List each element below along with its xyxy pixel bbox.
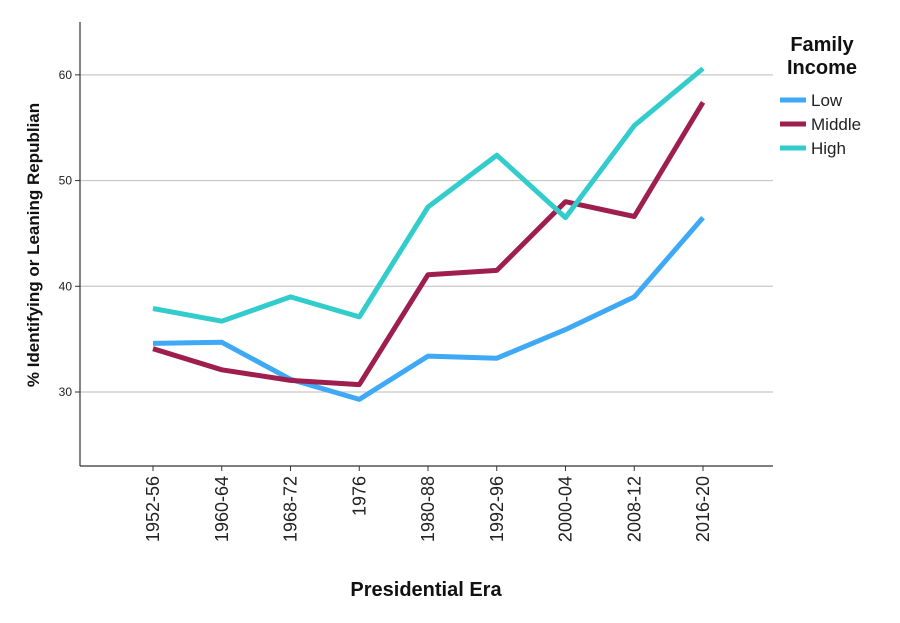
legend-label-middle: Middle [811, 115, 861, 134]
x-tick-label: 2000-04 [556, 476, 576, 542]
y-tick-label: 50 [59, 174, 73, 188]
x-tick-label: 2016-20 [693, 476, 713, 542]
series-lines [152, 66, 706, 402]
series-line-low [152, 215, 705, 402]
legend-label-low: Low [811, 91, 843, 110]
legend-items: Low Middle High [780, 91, 861, 158]
x-tick-label: 1980-88 [418, 476, 438, 542]
y-axis-title: % Identifying or Leaning Republian [24, 103, 43, 387]
y-tick-label: 30 [59, 385, 73, 399]
x-tick-label: 1952-56 [143, 476, 163, 542]
gridlines [80, 74, 773, 393]
x-axis-title: Presidential Era [350, 579, 502, 601]
series-line-high [152, 66, 705, 324]
x-tick-label: 1992-96 [487, 476, 507, 542]
y-tick-label: 60 [59, 68, 73, 82]
legend-title-line-1: Family [790, 34, 854, 56]
y-tick-label: 40 [59, 279, 73, 293]
series-line-middle [152, 101, 706, 388]
x-tick-label: 1976 [349, 476, 369, 516]
x-tick-label: 1960-64 [212, 476, 232, 542]
y-tick-labels: 30 40 50 60 [59, 68, 80, 399]
legend-label-high: High [811, 139, 846, 158]
x-tick-label: 1968-72 [281, 476, 301, 542]
legend-title-line-2: Income [787, 57, 857, 79]
legend: Family Income Low Middle High [780, 34, 861, 158]
x-tick-labels: 1952-56 1960-64 1968-72 1976 1980-88 1992-96 2… [143, 466, 713, 542]
x-tick-label: 2008-12 [624, 476, 644, 542]
